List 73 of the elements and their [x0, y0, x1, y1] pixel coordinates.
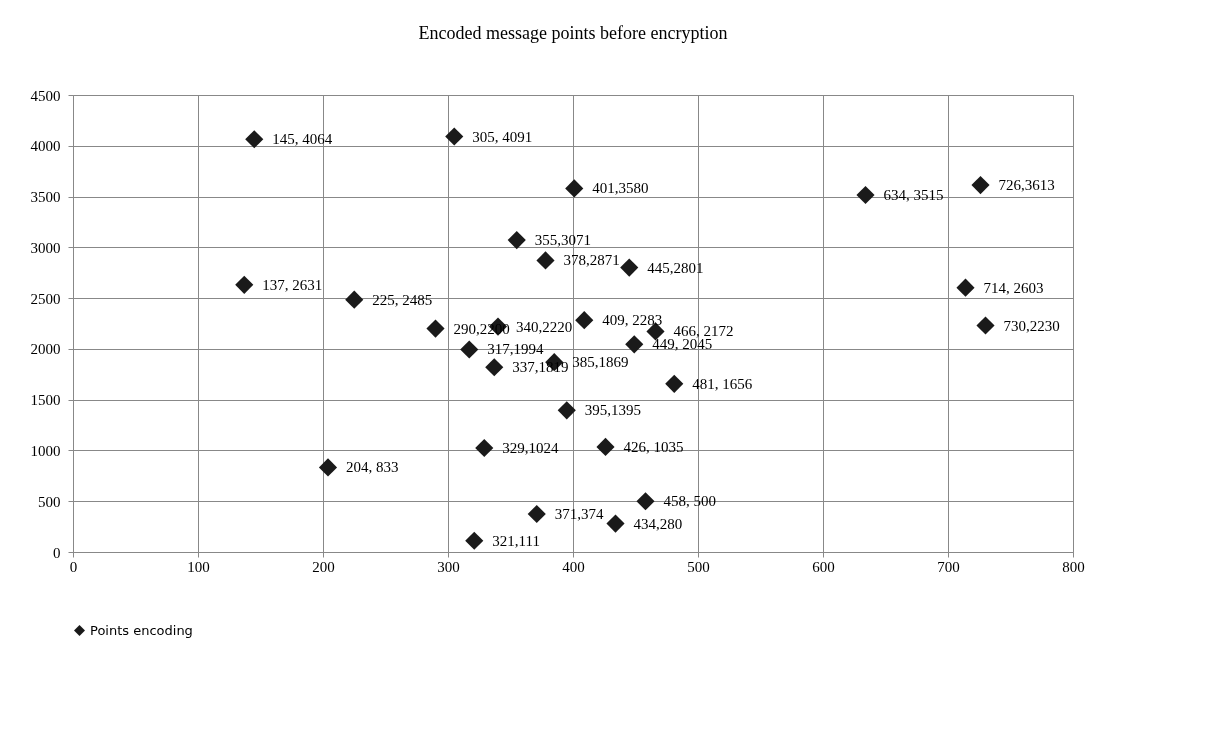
point — [245, 130, 264, 149]
annotation: 409, 2283 — [602, 312, 663, 329]
annotation: 481, 1656 — [692, 375, 753, 392]
annotation: 634, 3515 — [883, 187, 944, 204]
point — [606, 514, 625, 533]
point — [625, 335, 644, 354]
annotation: 145, 4064 — [272, 131, 333, 148]
y-tick-label: 3500 — [30, 189, 61, 206]
point — [856, 185, 875, 205]
annotation: 395,1395 — [584, 402, 641, 419]
point — [485, 358, 504, 377]
y-tick-label: 4000 — [30, 138, 61, 155]
point — [460, 340, 479, 359]
point — [557, 401, 576, 420]
x-tick-label: 700 — [937, 558, 960, 575]
annotation: 225, 2485 — [372, 291, 433, 308]
point — [575, 311, 594, 330]
annotation: 458, 500 — [663, 493, 716, 510]
point — [235, 275, 254, 294]
annotation: 385,1869 — [572, 354, 629, 371]
annotation: 317,1994 — [487, 341, 544, 358]
annotation: 730,2230 — [1003, 317, 1060, 334]
point — [971, 176, 990, 195]
annotation: 466, 2172 — [673, 323, 734, 340]
point — [665, 374, 684, 393]
annotation: 204, 833 — [346, 459, 399, 476]
annotation: 329,1024 — [502, 440, 559, 457]
point — [976, 316, 995, 335]
y-tick-label: 500 — [38, 493, 61, 510]
chart-title: Encoded message points before encryption — [418, 23, 728, 43]
point — [527, 504, 546, 524]
annotation: 434,280 — [633, 515, 683, 532]
x-tick-label: 500 — [687, 558, 710, 575]
legend-label: Points encoding — [90, 622, 193, 638]
x-tick-label: 600 — [812, 558, 835, 575]
annotation: 305, 4091 — [472, 128, 533, 145]
annotation: 371,374 — [554, 506, 604, 523]
y-tick-label: 2000 — [30, 341, 61, 358]
annotation: 355,3071 — [534, 232, 591, 249]
annotation: 378,2871 — [563, 252, 620, 269]
x-tick-label: 300 — [437, 558, 460, 575]
annotation: 321,111 — [492, 532, 540, 549]
annotation: 714, 2603 — [983, 279, 1044, 296]
y-tick-label: 0 — [53, 544, 61, 561]
annotation: 726,3613 — [998, 177, 1055, 194]
point — [475, 438, 494, 458]
point — [426, 319, 445, 338]
annotation: 340,2220 — [516, 318, 573, 335]
point — [636, 492, 655, 511]
x-tick-label: 400 — [562, 558, 585, 575]
point — [345, 290, 364, 309]
point — [536, 251, 555, 270]
point — [596, 437, 615, 456]
point — [956, 278, 975, 297]
y-tick-label: 3000 — [30, 239, 61, 256]
annotation: 137, 2631 — [262, 276, 323, 293]
y-tick-label: 4500 — [30, 87, 61, 104]
y-tick-label: 2500 — [30, 290, 61, 307]
point — [565, 179, 584, 198]
annotation: 426, 1035 — [623, 438, 684, 455]
y-tick-label: 1500 — [30, 392, 61, 409]
point — [507, 231, 526, 250]
point — [620, 258, 639, 277]
annotation: 401,3580 — [592, 180, 649, 197]
annotation: 445,2801 — [647, 259, 704, 276]
point — [465, 531, 484, 550]
y-tick-label: 1000 — [30, 442, 61, 459]
x-tick-label: 200 — [312, 558, 335, 575]
x-tick-label: 0 — [69, 558, 78, 575]
point — [445, 127, 464, 146]
point — [318, 458, 338, 477]
x-tick-label: 800 — [1062, 558, 1085, 575]
x-tick-label: 100 — [187, 558, 210, 575]
